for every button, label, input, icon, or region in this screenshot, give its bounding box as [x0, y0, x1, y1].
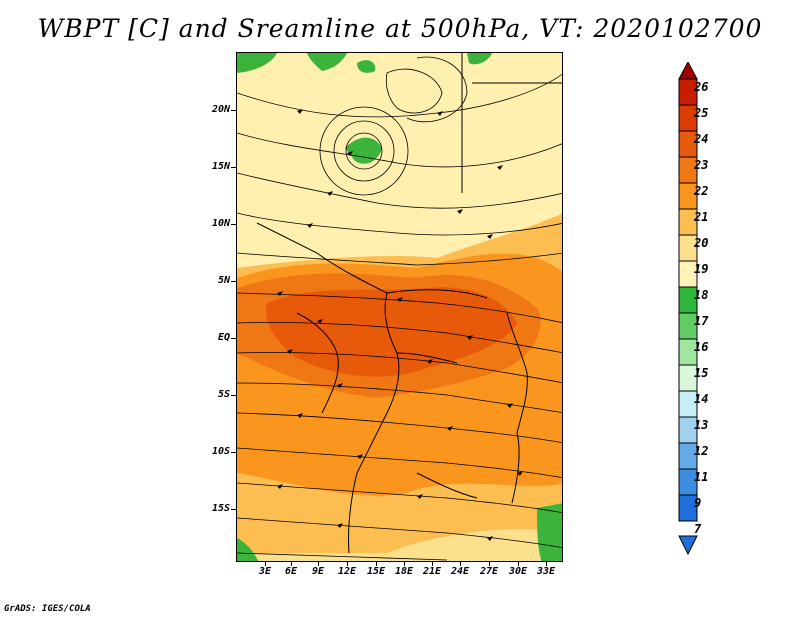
field-north-light — [237, 53, 562, 268]
streamline-arrows — [277, 109, 523, 541]
colorbar-label: 18 — [694, 288, 709, 302]
lon-tick — [546, 561, 547, 566]
lon-tick — [432, 561, 433, 566]
lat-tick — [231, 224, 236, 225]
lon-label: 15E — [366, 566, 386, 577]
colorbar-label: 23 — [694, 158, 709, 172]
field-23-core — [266, 287, 517, 377]
lat-tick — [231, 452, 236, 453]
lon-label: 30E — [508, 566, 528, 577]
green-patch-nw — [237, 53, 277, 73]
lon-tick — [347, 561, 348, 566]
lat-label: 5N — [217, 275, 230, 286]
map-field — [237, 53, 562, 561]
colorbar-label: 25 — [694, 106, 709, 120]
lon-tick — [404, 561, 405, 566]
colorbar-label: 24 — [694, 132, 709, 146]
country-borders — [256, 53, 562, 554]
colorbar-label: 13 — [694, 418, 709, 432]
lon-label: 6E — [284, 566, 298, 577]
lon-tick — [376, 561, 377, 566]
green-patch-n2 — [357, 60, 376, 73]
lon-label: 3E — [258, 566, 272, 577]
colorbar-label: 7 — [694, 522, 702, 536]
lat-tick — [231, 110, 236, 111]
colorbar-segments — [678, 78, 698, 522]
colorbar-bottom-arrow — [678, 535, 698, 556]
lat-label: 5S — [217, 389, 230, 400]
colorbar-label: 15 — [694, 366, 709, 380]
lat-tick — [231, 281, 236, 282]
lon-tick — [489, 561, 490, 566]
field-21-south — [297, 407, 418, 487]
lat-label: 10S — [211, 446, 230, 457]
chart-title: WBPT [C] and Sreamline at 500hPa, VT: 20… — [37, 14, 763, 43]
lon-tick — [265, 561, 266, 566]
green-patch-sw — [237, 538, 259, 561]
lat-tick — [231, 167, 236, 168]
lon-label: 21E — [422, 566, 442, 577]
colorbar-label: 14 — [694, 392, 709, 406]
map-panel — [236, 52, 563, 562]
lat-label: EQ — [217, 332, 230, 343]
colorbar-label: 26 — [694, 80, 709, 94]
lon-tick — [460, 561, 461, 566]
lon-label: 18E — [394, 566, 414, 577]
lat-label: 10N — [211, 218, 230, 229]
lat-tick — [231, 338, 236, 339]
green-patch-center — [345, 137, 382, 164]
colorbar-label: 9 — [694, 496, 702, 510]
colorbar-label: 16 — [694, 340, 709, 354]
lat-tick — [231, 395, 236, 396]
lon-tick — [518, 561, 519, 566]
colorbar — [678, 62, 698, 556]
colorbar-label: 12 — [694, 444, 709, 458]
colorbar-label: 20 — [694, 236, 709, 250]
colorbar-label: 21 — [694, 210, 709, 224]
colorbar-segment — [678, 494, 698, 522]
lat-label: 20N — [211, 104, 230, 115]
colorbar-label: 17 — [694, 314, 709, 328]
lon-label: 33E — [536, 566, 556, 577]
lon-tick — [291, 561, 292, 566]
colorbar-label: 19 — [694, 262, 709, 276]
lat-label: 15S — [211, 503, 230, 514]
lat-label: 15N — [211, 161, 230, 172]
lon-label: 24E — [450, 566, 470, 577]
lon-label: 27E — [479, 566, 499, 577]
streamlines — [237, 56, 562, 561]
lon-label: 9E — [311, 566, 325, 577]
colorbar-label: 22 — [694, 184, 709, 198]
colorbar-label: 11 — [694, 470, 709, 484]
green-patch-ne — [467, 53, 492, 65]
footer-credit: GrADS: IGES/COLA — [4, 604, 91, 614]
lon-tick — [318, 561, 319, 566]
lat-tick — [231, 509, 236, 510]
colorbar-top-arrow — [678, 62, 698, 80]
lon-label: 12E — [337, 566, 357, 577]
green-patch-n1 — [307, 53, 347, 71]
